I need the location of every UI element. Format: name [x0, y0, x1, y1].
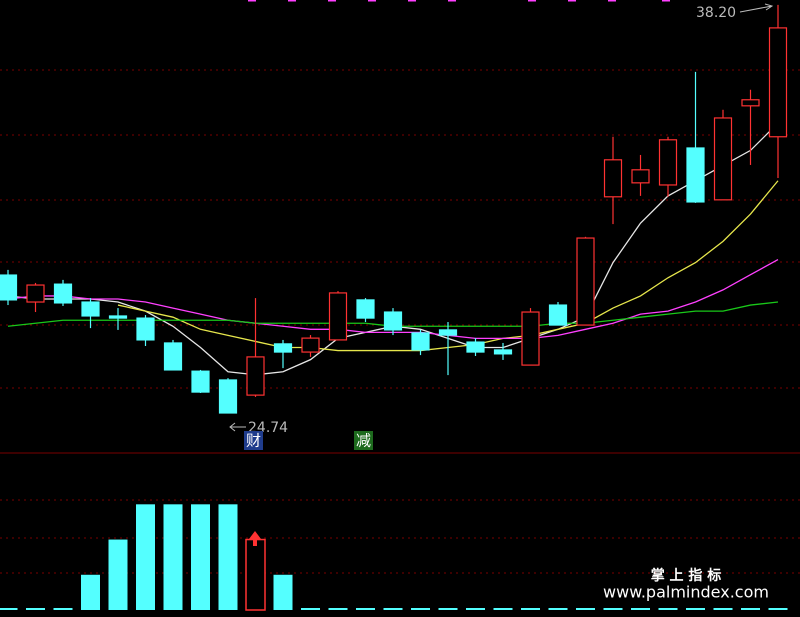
candle-body	[658, 139, 678, 186]
candle-body	[136, 317, 155, 341]
signal-badge	[244, 431, 263, 450]
up-arrow	[249, 531, 261, 546]
indicator-bar	[383, 608, 403, 610]
indicator-bar	[301, 608, 320, 610]
candle-body	[768, 27, 788, 138]
candle-body	[713, 117, 733, 201]
candle-body	[273, 343, 293, 353]
candle-body	[218, 379, 238, 414]
candle-body	[493, 349, 513, 355]
high-arrow	[739, 3, 774, 13]
indicator-bar	[686, 608, 705, 610]
indicator-bar	[356, 608, 375, 610]
candle-body	[741, 99, 760, 107]
candle-body	[163, 342, 183, 371]
indicator-bar	[163, 504, 183, 610]
indicator-bar	[521, 608, 540, 610]
indicator-bar	[768, 608, 788, 610]
candle-body	[411, 332, 430, 351]
candle-body	[191, 370, 210, 393]
indicator-bar	[438, 608, 458, 610]
candle-body	[576, 237, 595, 326]
candle-body	[356, 299, 375, 319]
indicator-bar	[53, 608, 73, 610]
candle-body	[631, 169, 650, 184]
indicator-bar	[548, 608, 568, 610]
indicator-bar	[191, 504, 210, 610]
indicator-bar	[741, 608, 760, 610]
indicator-bar	[411, 608, 430, 610]
indicator-bar	[603, 608, 623, 610]
indicator-bar	[713, 608, 733, 610]
signal-label: 财	[246, 432, 261, 450]
signal-badge	[354, 431, 373, 450]
candle-body	[686, 147, 705, 203]
indicator-bar	[136, 504, 155, 610]
indicator-bar	[218, 504, 238, 610]
candle-body	[438, 329, 458, 336]
indicator-bar	[245, 538, 266, 611]
candle-body	[521, 311, 540, 366]
candle-body	[328, 292, 348, 341]
watermark-title: 掌 上 指 标	[651, 567, 722, 584]
indicator-bar	[466, 608, 485, 610]
candle-body	[466, 341, 485, 353]
watermark-url: www.palmindex.com	[603, 583, 769, 602]
candle-body	[26, 284, 45, 303]
candle-body	[383, 311, 403, 331]
indicator-bar	[576, 608, 595, 610]
candle-body	[548, 304, 568, 326]
indicator-bar	[273, 574, 293, 610]
indicator-bar	[81, 574, 100, 610]
candle-body	[246, 356, 265, 396]
signal-label: 减	[356, 432, 371, 450]
indicator-bar	[0, 608, 18, 610]
grid	[0, 69, 800, 574]
indicator-bar	[631, 608, 650, 610]
plot	[0, 4, 788, 611]
indicator-bar	[658, 608, 678, 610]
high-label: 38.20	[696, 5, 736, 21]
indicator-bar	[108, 539, 128, 610]
candle-body	[53, 283, 73, 304]
indicator-bar	[328, 608, 348, 610]
candle-body	[301, 337, 320, 353]
indicator-bar	[493, 608, 513, 610]
candle-body	[108, 315, 128, 319]
candle-body	[81, 301, 100, 317]
indicator-bar	[26, 608, 45, 610]
low-arrow	[229, 422, 246, 432]
candle-body	[0, 274, 18, 301]
candle-body	[603, 159, 623, 198]
